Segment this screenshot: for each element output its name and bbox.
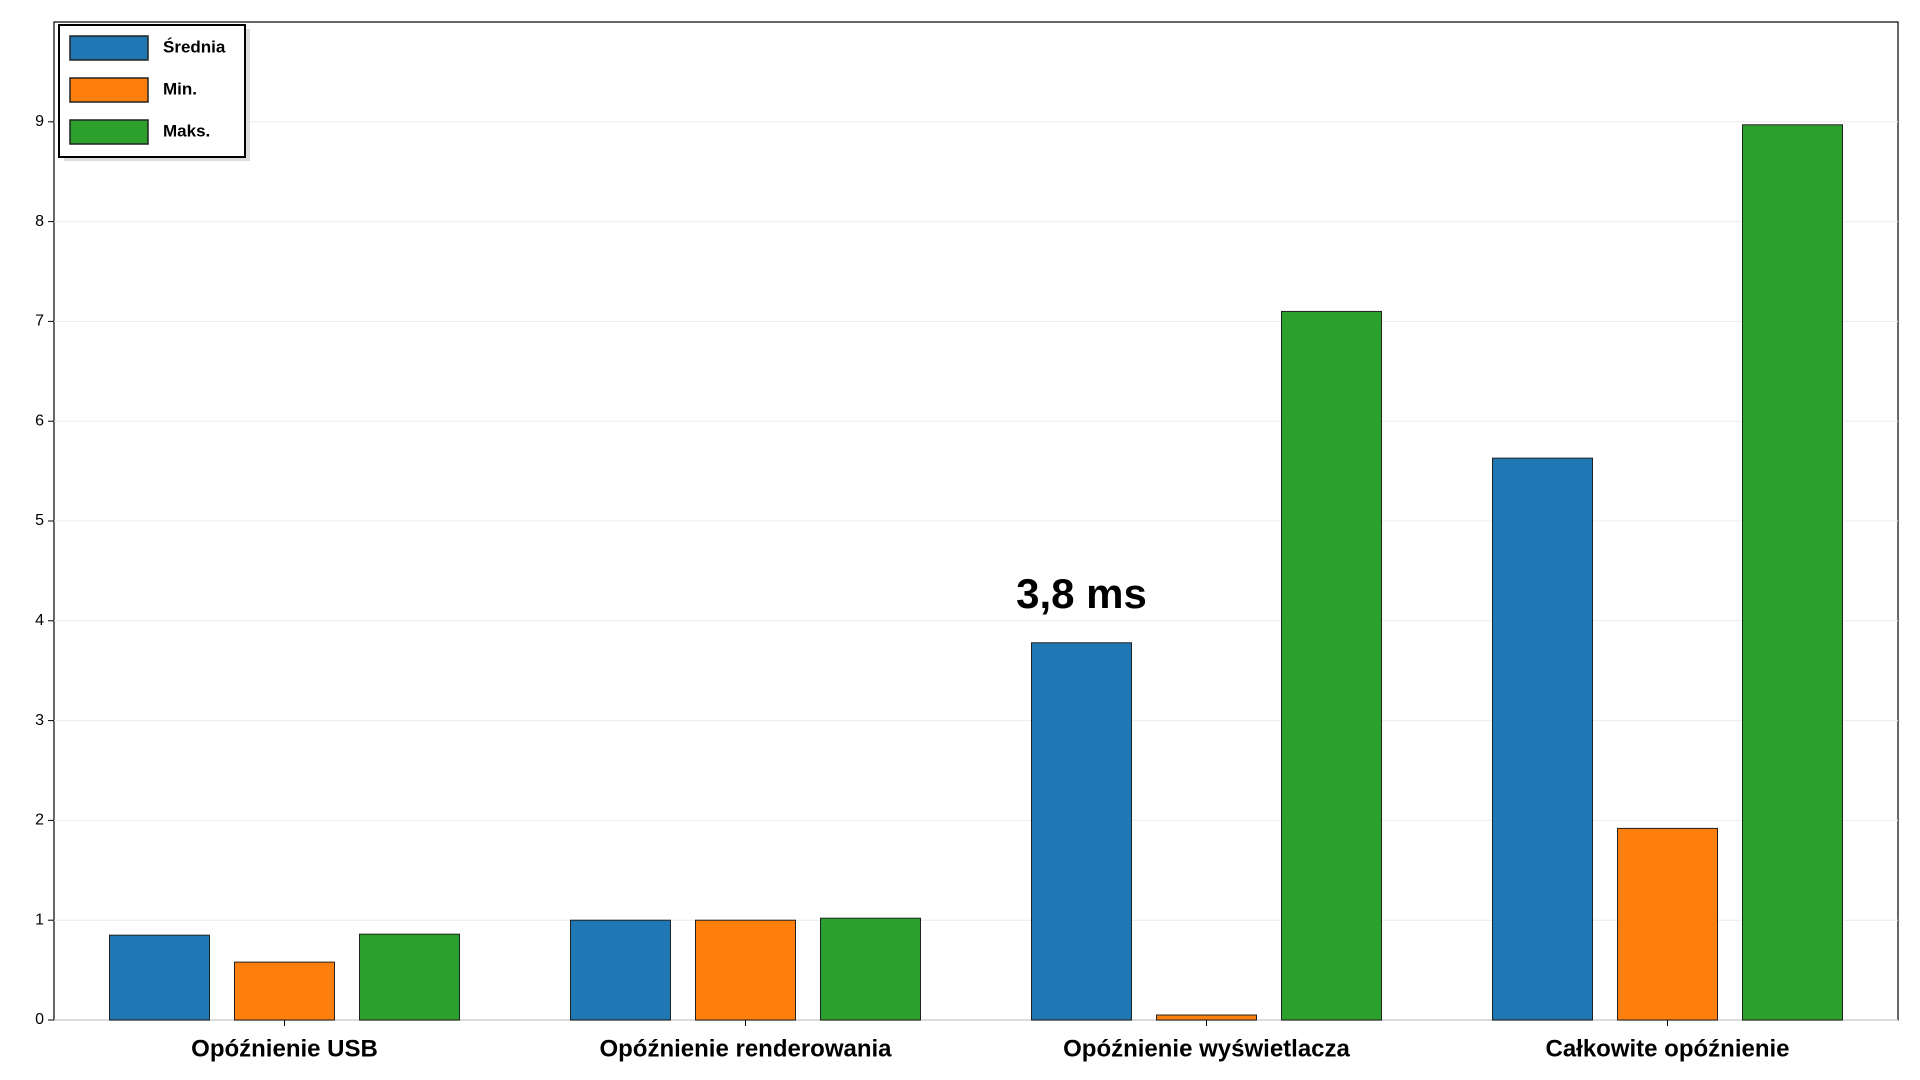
legend-label: Min. (163, 79, 197, 98)
bar (695, 919, 796, 1021)
y-tick-label: 0 (35, 1011, 44, 1028)
bar (234, 961, 335, 1021)
bar (1031, 642, 1132, 1021)
bar (359, 933, 460, 1021)
y-tick-label: 5 (35, 512, 44, 529)
bar (1492, 457, 1593, 1021)
legend-label: Maks. (163, 121, 210, 140)
y-tick-label: 4 (35, 612, 44, 629)
legend-swatch (69, 35, 149, 61)
y-tick-label: 6 (35, 412, 44, 429)
y-tick-label: 8 (35, 213, 44, 230)
x-tick-label: Opóźnienie USB (191, 1035, 378, 1062)
bar (570, 919, 671, 1021)
bar (109, 934, 210, 1021)
y-tick-label: 3 (35, 712, 44, 729)
bar (820, 917, 921, 1021)
legend-label: Średnia (163, 37, 226, 56)
x-tick-label: Całkowite opóźnienie (1545, 1035, 1789, 1062)
bar (1156, 1014, 1257, 1021)
y-tick-label: 7 (35, 313, 44, 330)
x-tick-label: Opóźnienie renderowania (599, 1035, 892, 1062)
x-tick-label: Opóźnienie wyświetlacza (1063, 1035, 1350, 1062)
bar (1742, 124, 1843, 1021)
y-tick-label: 9 (35, 113, 44, 130)
bar (1281, 310, 1382, 1021)
bar (1617, 827, 1718, 1021)
y-tick-label: 1 (35, 911, 44, 928)
annotation: 3,8 ms (1016, 570, 1147, 617)
legend-swatch (69, 77, 149, 103)
y-tick-label: 2 (35, 812, 44, 829)
legend-swatch (69, 119, 149, 145)
